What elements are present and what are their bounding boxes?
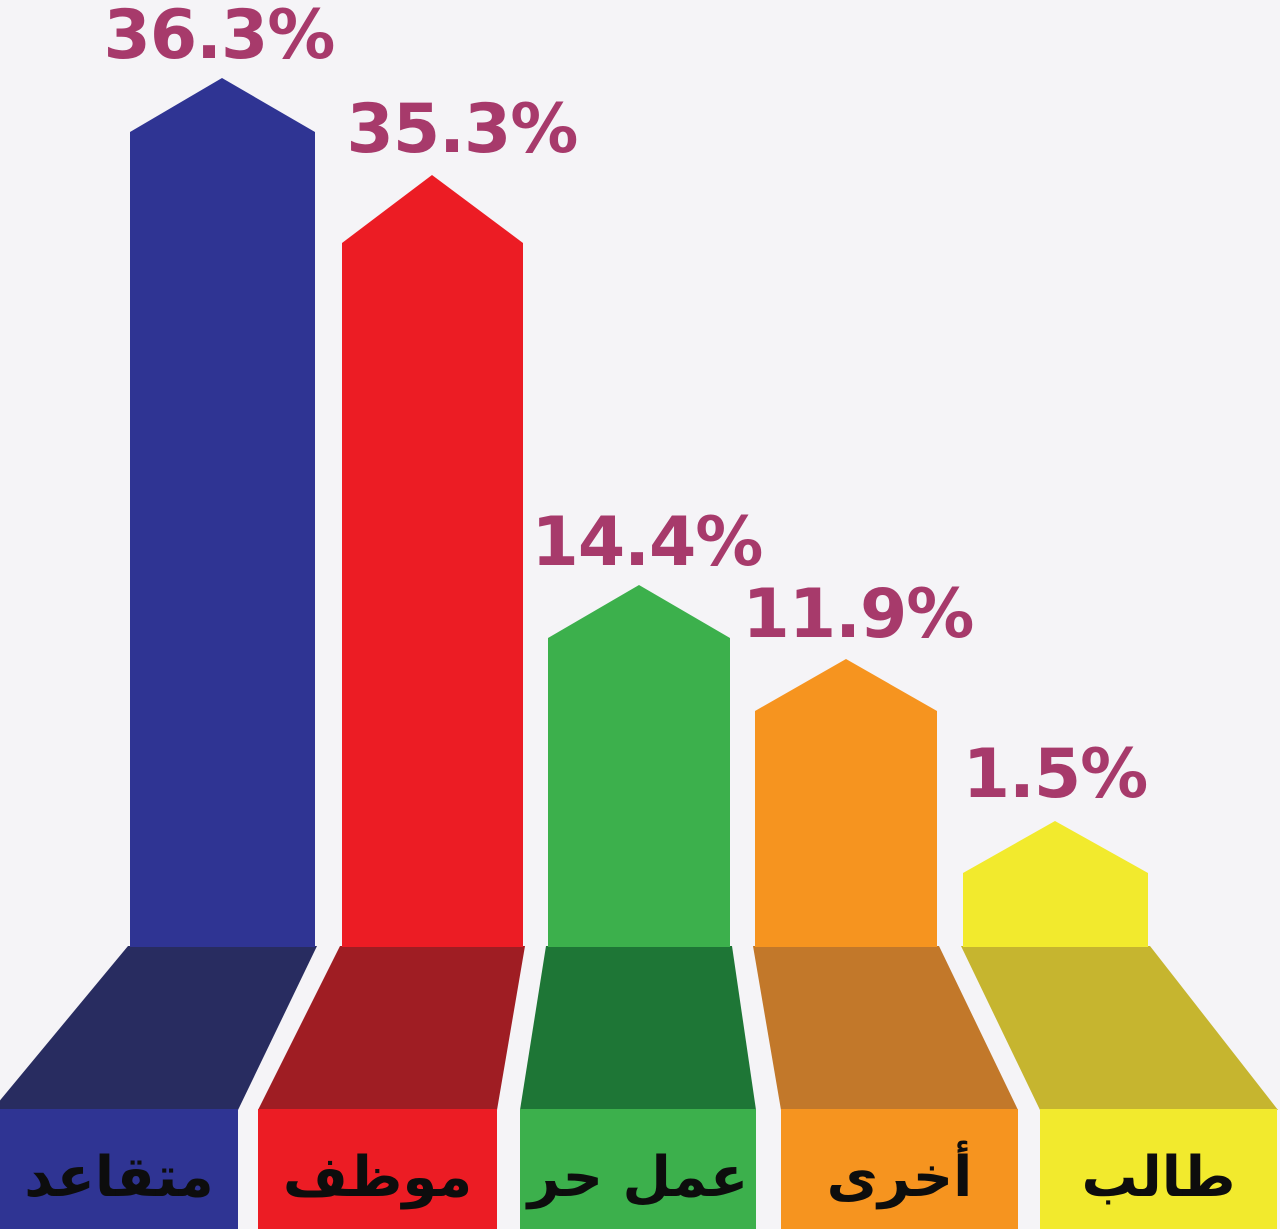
bar-5-column bbox=[963, 821, 1148, 947]
category-label-5: طالب bbox=[1081, 1145, 1235, 1210]
bar-2-base-shadow bbox=[258, 946, 525, 1110]
bar-1-column bbox=[130, 78, 315, 947]
value-label-1: 36.3% bbox=[104, 0, 335, 75]
bar-4-label-strip bbox=[781, 1109, 1018, 1229]
category-label-1: متقاعد bbox=[24, 1145, 213, 1210]
category-label-3: عمل حر bbox=[525, 1145, 748, 1210]
bar-3-base-shadow bbox=[520, 946, 756, 1110]
bar-3-label-strip bbox=[520, 1109, 756, 1229]
value-label-2: 35.3% bbox=[347, 90, 578, 169]
bar-2-column bbox=[342, 175, 523, 947]
bar-1-label-strip bbox=[0, 1109, 238, 1229]
value-label-5: 1.5% bbox=[963, 735, 1148, 814]
value-label-4: 11.9% bbox=[743, 575, 974, 654]
bar-4-column bbox=[755, 659, 937, 947]
bar-3-column bbox=[548, 585, 730, 947]
bar-5-label-strip bbox=[1040, 1109, 1277, 1229]
category-label-4: أخرى bbox=[827, 1140, 973, 1210]
bar-5-base-shadow bbox=[961, 946, 1278, 1110]
bar-2-label-strip bbox=[258, 1109, 497, 1229]
bar-4-base-shadow bbox=[753, 946, 1018, 1110]
bar-1-base-shadow bbox=[0, 946, 317, 1110]
value-label-3: 14.4% bbox=[532, 503, 763, 582]
category-label-2: موظف bbox=[283, 1145, 472, 1210]
